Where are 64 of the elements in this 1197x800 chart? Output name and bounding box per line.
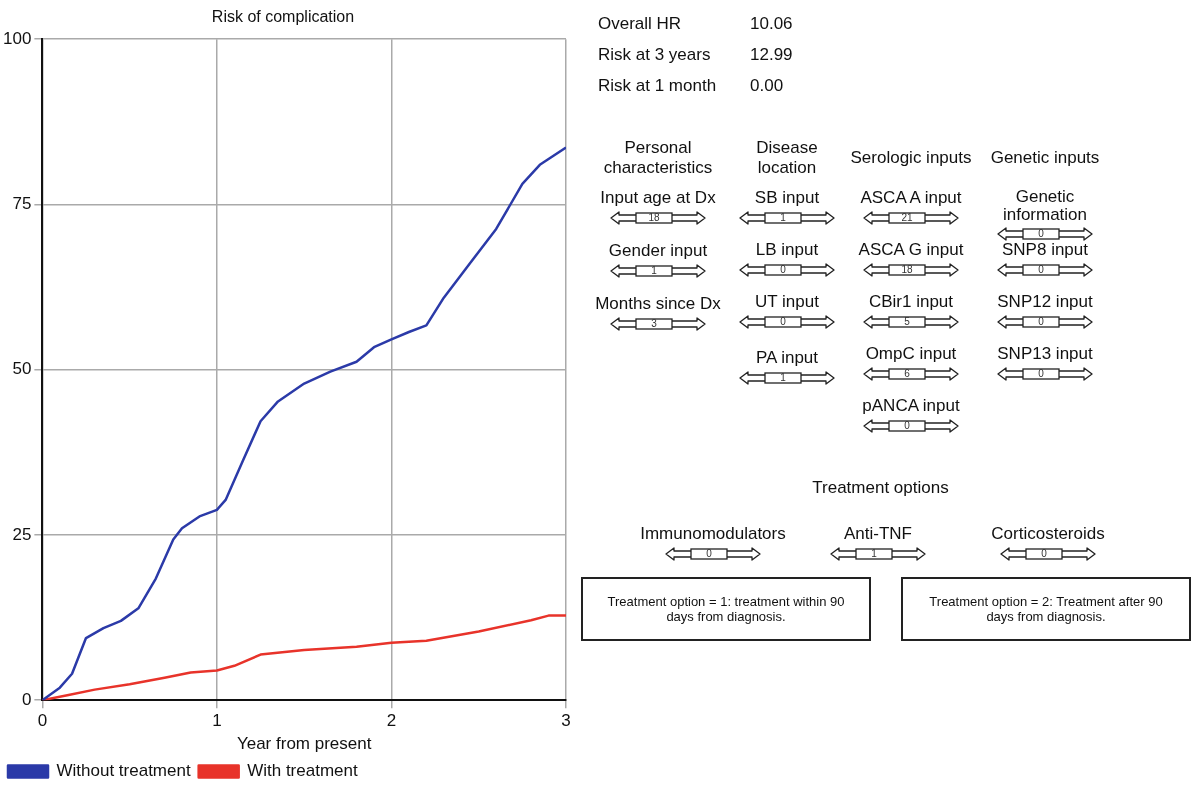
text: 0: [1023, 368, 1059, 380]
text: 10.06: [750, 13, 793, 35]
y-tick-label: 100: [2, 28, 32, 48]
text: Immunomodulators: [639, 524, 787, 544]
text: 5: [889, 316, 925, 328]
text: Treatment option = 2: Treatment after 90 days from diagnosis.: [901, 577, 1191, 641]
text: 18: [889, 264, 925, 276]
text: SNP8 input: [1001, 240, 1089, 260]
text: Gender input: [607, 241, 709, 261]
text: 1: [636, 265, 672, 277]
text: Anti-TNF: [843, 524, 913, 544]
text: 1: [765, 372, 801, 384]
x-tick-label: 1: [212, 711, 222, 731]
text: Risk at 3 years: [598, 44, 712, 66]
text: SNP13 input: [996, 344, 1094, 364]
text: 0: [765, 316, 801, 328]
text: UT input: [754, 292, 820, 312]
y-tick-label: 25: [12, 524, 32, 544]
text: Input age at Dx: [599, 188, 717, 208]
text: Personal characteristics: [602, 137, 714, 179]
text: PA input: [754, 348, 820, 368]
text: 21: [889, 212, 925, 224]
text: 0: [889, 420, 925, 432]
text: ASCA A input: [859, 188, 963, 208]
x-tick-label: 0: [37, 711, 48, 731]
text: 0: [1023, 264, 1059, 276]
text: 0: [1023, 228, 1059, 240]
text: Corticosteroids: [990, 524, 1106, 544]
text: 0: [1026, 548, 1062, 560]
text: Disease location: [755, 137, 819, 179]
text: CBir1 input: [867, 292, 955, 312]
text: Risk at 1 month: [598, 75, 718, 97]
text: Treatment option = 1: treatment within 90 days from diagnosis.: [581, 577, 871, 641]
chart-title: Risk of complication: [211, 8, 355, 26]
text: 0: [1023, 316, 1059, 328]
x-axis-title: Year from present: [236, 734, 372, 754]
text: 12.99: [750, 44, 793, 66]
text: 0.00: [750, 75, 784, 97]
text: Serologic inputs: [849, 147, 973, 169]
text: SB input: [753, 188, 821, 208]
x-tick-label: 2: [386, 711, 397, 731]
text: LB input: [754, 240, 820, 260]
text: 0: [765, 264, 801, 276]
text: Genetic inputs: [989, 147, 1101, 169]
y-tick-label: 75: [12, 194, 32, 214]
text: 0: [691, 548, 727, 560]
text: ASCA G input: [857, 240, 965, 260]
text: 1: [765, 212, 801, 224]
text: OmpC input: [864, 344, 958, 364]
text: Genetic information: [1001, 187, 1089, 224]
text: 1: [856, 548, 892, 560]
text: SNP12 input: [996, 292, 1094, 312]
text: 3: [636, 318, 672, 330]
text: Treatment options: [811, 478, 950, 498]
legend-label: Without treatment: [56, 761, 191, 781]
text: 18: [636, 212, 672, 224]
y-tick-label: 50: [12, 359, 32, 379]
legend-label: With treatment: [247, 761, 358, 781]
text: 6: [889, 368, 925, 380]
y-tick-label: 0: [21, 689, 32, 709]
text: pANCA input: [861, 396, 961, 416]
x-tick-label: 3: [561, 711, 571, 731]
text: Overall HR: [598, 13, 683, 35]
text: Months since Dx: [594, 294, 722, 314]
